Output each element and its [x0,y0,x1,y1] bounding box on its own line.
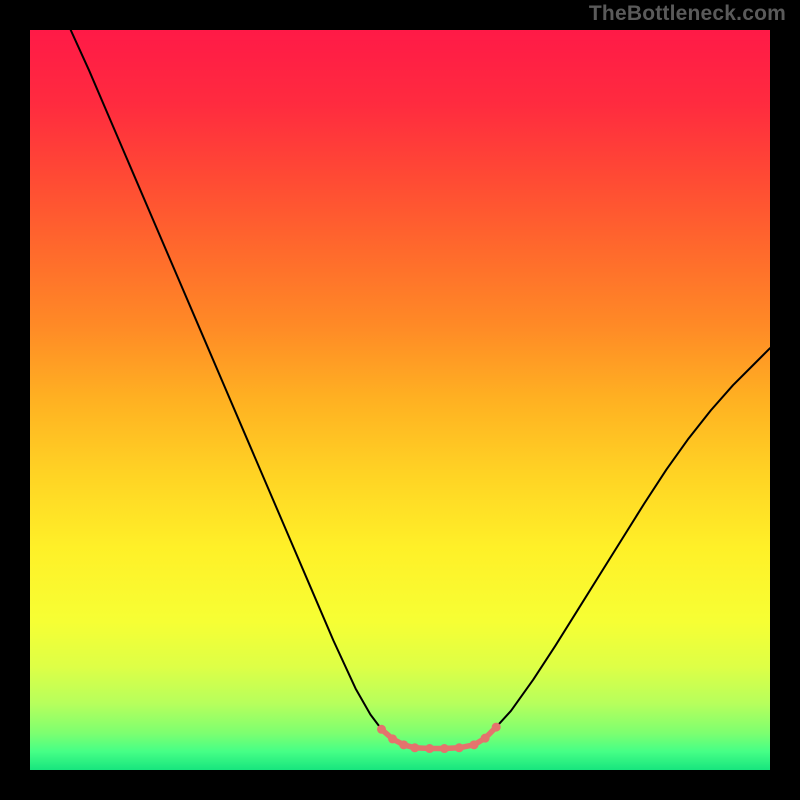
optimal-range-marker [377,725,386,734]
optimal-range-marker [399,740,408,749]
optimal-range-marker [388,734,397,743]
optimal-range-marker [481,734,490,743]
optimal-range-marker [492,723,501,732]
optimal-range-marker [410,743,419,752]
chart-svg [0,0,800,800]
watermark-text: TheBottleneck.com [589,2,786,26]
optimal-range-marker [470,740,479,749]
optimal-range-marker [425,744,434,753]
gradient-plot-area [30,30,770,770]
optimal-range-marker [440,744,449,753]
optimal-range-marker [455,743,464,752]
chart-frame: TheBottleneck.com [0,0,800,800]
